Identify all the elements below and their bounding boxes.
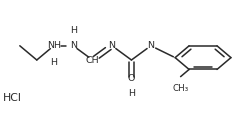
Text: HCl: HCl bbox=[3, 93, 22, 103]
Text: H: H bbox=[70, 26, 77, 35]
Text: H: H bbox=[128, 89, 135, 98]
Text: NH: NH bbox=[47, 41, 61, 50]
Text: N: N bbox=[147, 41, 154, 50]
Text: N: N bbox=[109, 41, 116, 50]
Text: CH: CH bbox=[86, 55, 99, 65]
Text: CH₃: CH₃ bbox=[172, 84, 189, 93]
Text: O: O bbox=[128, 75, 135, 84]
Text: N: N bbox=[70, 41, 77, 50]
Text: H: H bbox=[50, 58, 57, 67]
